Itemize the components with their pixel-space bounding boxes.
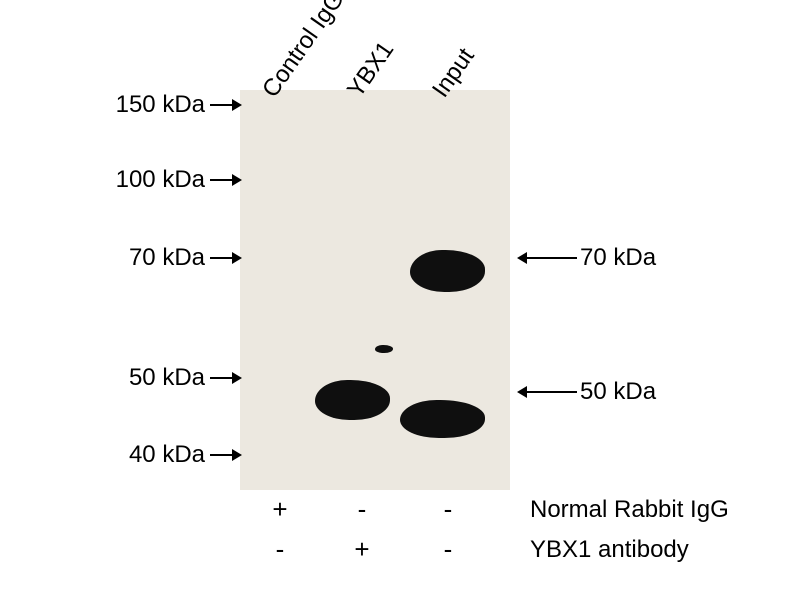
band-marker-label: 50 kDa <box>580 378 656 406</box>
protein-band <box>315 380 390 420</box>
arrow-icon <box>515 382 577 402</box>
treatment-label: YBX1 antibody <box>530 536 689 564</box>
mw-marker-label: 70 kDa <box>129 244 205 272</box>
lane-label: Control IgG <box>257 0 350 103</box>
mw-marker-label: 100 kDa <box>116 166 205 194</box>
arrow-icon <box>210 170 244 190</box>
treatment-marker: - <box>352 494 372 525</box>
arrow-icon <box>210 368 244 388</box>
treatment-marker: - <box>438 494 458 525</box>
arrow-icon <box>210 95 244 115</box>
treatment-marker: + <box>352 534 372 565</box>
treatment-marker: + <box>270 494 290 525</box>
treatment-label: Normal Rabbit IgG <box>530 496 729 524</box>
protein-band <box>400 400 485 438</box>
mw-marker-label: 40 kDa <box>129 441 205 469</box>
protein-band <box>410 250 485 292</box>
treatment-marker: - <box>270 534 290 565</box>
treatment-marker: - <box>438 534 458 565</box>
figure-container: WWW.PTGLAB.COM Control IgGYBX1Input 150 … <box>0 0 800 600</box>
mw-marker-label: 50 kDa <box>129 364 205 392</box>
arrow-icon <box>210 445 244 465</box>
arrow-icon <box>210 248 244 268</box>
mw-marker-label: 150 kDa <box>116 91 205 119</box>
band-marker-label: 70 kDa <box>580 244 656 272</box>
arrow-icon <box>515 248 577 268</box>
protein-band <box>375 345 393 353</box>
